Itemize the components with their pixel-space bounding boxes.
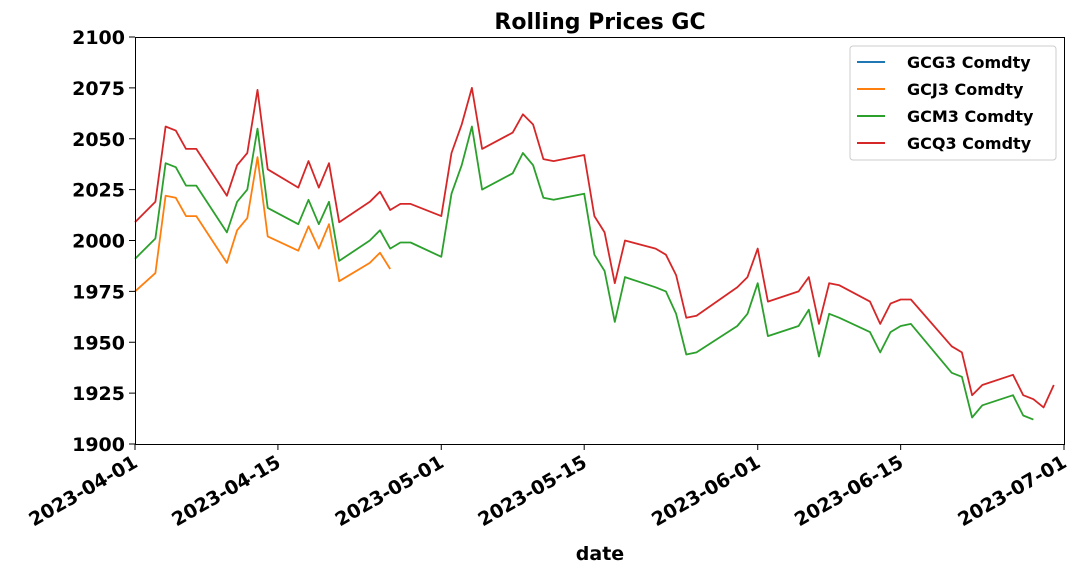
x-tick-label: 2023-06-01	[648, 451, 764, 531]
y-tick-label: 2025	[72, 180, 125, 202]
series-line-3	[134, 87, 1055, 409]
chart-title: Rolling Prices GC	[494, 10, 705, 35]
series-line-1	[134, 156, 391, 293]
legend-label: GCJ3 Comdty	[907, 80, 1024, 99]
x-tick-label: 2023-04-01	[25, 451, 141, 531]
x-axis: 2023-04-01 2023-04-15 2023-05-01 2023-05-15…	[25, 444, 1071, 531]
x-axis-label: date	[576, 543, 624, 565]
y-axis: 1900 1925 1950 1975 2000 2025 2050 2075 2100	[72, 27, 135, 456]
y-tick-label: 1975	[72, 281, 125, 303]
legend-label: GCQ3 Comdty	[907, 134, 1032, 153]
legend-box	[849, 45, 1057, 161]
legend: GCG3 Comdty GCJ3 Comdty GCM3 Comdty GCQ3 Co…	[849, 45, 1057, 161]
y-tick-label: 1900	[72, 434, 125, 456]
x-tick-label: 2023-07-01	[954, 451, 1070, 531]
y-tick-label: 2000	[72, 231, 125, 253]
legend-label: GCM3 Comdty	[907, 107, 1034, 126]
y-tick-label: 2075	[72, 78, 125, 100]
y-tick-label: 2100	[72, 27, 125, 49]
y-tick-label: 2050	[72, 129, 125, 151]
series-lines	[134, 87, 1055, 421]
y-tick-label: 1925	[72, 383, 125, 405]
plot-frame	[135, 37, 1065, 445]
legend-label: GCG3 Comdty	[907, 53, 1031, 72]
x-tick-label: 2023-04-15	[168, 451, 284, 531]
x-tick-label: 2023-05-01	[332, 451, 448, 531]
x-tick-label: 2023-06-15	[791, 451, 907, 531]
x-tick-label: 2023-05-15	[474, 451, 590, 531]
y-tick-label: 1950	[72, 332, 125, 354]
series-line-2	[134, 125, 1034, 421]
